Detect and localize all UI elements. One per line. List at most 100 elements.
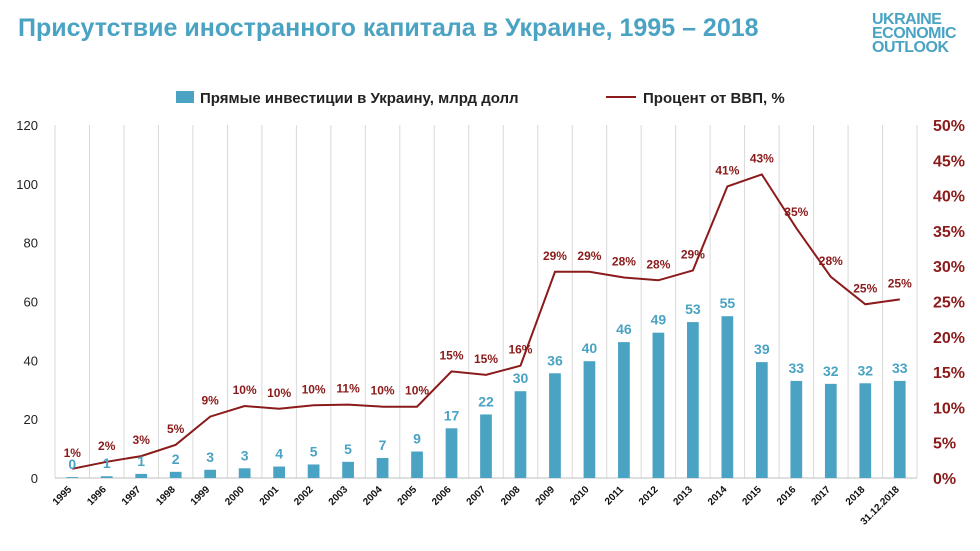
logo-line-3: OUTLOOK [872,39,949,56]
line-value-label: 11% [336,382,360,396]
y-left-tick-label: 100 [16,177,38,192]
x-tick-label: 1996 [85,484,109,508]
legend-line-label: Процент от ВВП, % [643,90,785,107]
line-value-label: 15% [440,348,464,362]
line-value-label: 1% [64,446,82,460]
bar [411,451,423,478]
bar [514,391,527,478]
bar [480,414,492,478]
line-value-label: 25% [888,276,912,290]
bar [204,469,217,478]
y-right-tick-label: 30% [933,259,965,276]
x-tick-label: 2006 [430,484,454,508]
line-value-label: 16% [508,343,532,357]
bar [859,383,872,478]
line-value-label: 10% [233,383,257,397]
x-tick-label: 2014 [706,484,730,508]
x-tick-label: 1997 [120,484,144,508]
line-labels: 1% 2% 3% 5% 9% 10% 10% 10% 11% 10% 10% 15% 15% 16% 29%… [64,151,913,459]
y-left-tick-label: 20 [24,412,38,427]
y-left-tick-label: 0 [31,471,38,486]
bar-value-label: 4 [275,446,283,462]
y-right-tick-label: 15% [933,365,965,382]
y-right-tick-label: 10% [933,400,965,417]
line-value-label: 10% [371,384,395,398]
line-value-label: 28% [646,257,670,271]
bar-value-label: 33 [789,360,805,376]
bar [445,428,458,478]
x-tick-label: 2000 [223,484,247,508]
y-right-tick-label: 35% [933,224,965,241]
bar-value-label: 22 [478,393,494,409]
bar-value-label: 33 [892,360,908,376]
y-left-tick-label: 60 [24,295,38,310]
bar-value-label: 3 [241,447,249,463]
bar [273,466,285,478]
legend-bar-label: Прямые инвестиции в Украину, млрд долл [200,90,519,107]
bar-value-label: 3 [206,449,214,465]
legend: Прямые инвестиции в Украину, млрд долл П… [176,90,785,107]
bar-value-label: 49 [651,312,667,328]
bar [66,477,79,478]
bar [893,380,906,478]
x-axis: 1995 1996 1997 1998 1999 2000 2001 2002 2003 2004… [51,484,902,527]
bar-value-label: 40 [582,340,598,356]
bar-value-label: 30 [513,370,529,386]
line-value-label: 28% [819,254,843,268]
bar [652,332,665,478]
y-left-tick-label: 120 [16,118,38,133]
bar-value-label: 55 [720,295,736,311]
y-axis-right: 0% 5% 10% 15% 20% 25% 30% 35% 40% 45% 50% [933,118,965,488]
bar-value-label: 32 [857,362,873,378]
x-tick-label: 2004 [361,484,385,508]
x-tick-label: 2008 [499,484,523,508]
line-value-label: 41% [715,163,739,177]
x-tick-label: 1999 [189,484,213,508]
line-series [72,173,900,470]
bar-value-label: 53 [685,301,701,317]
bar-value-label: 9 [413,431,421,447]
x-tick-label: 2018 [844,484,868,508]
y-left-tick-label: 40 [24,353,38,368]
line-value-label: 5% [167,422,185,436]
line-value-label: 9% [201,394,219,408]
bar-value-label: 46 [616,321,632,337]
grid [54,125,918,479]
y-left-tick-label: 80 [24,236,38,251]
bar-value-label: 17 [444,407,460,423]
line-value-label: 10% [302,382,326,396]
bar-value-label: 5 [310,443,318,459]
bar-value-label: 1 [103,455,111,471]
bar [376,457,389,478]
y-right-tick-label: 25% [933,295,965,312]
bar [342,461,354,478]
x-tick-label: 2017 [809,484,833,508]
line-value-label: 43% [750,151,774,165]
bar [307,464,320,478]
y-right-tick-label: 20% [933,330,965,347]
x-tick-label: 2001 [258,484,282,508]
line-value-label: 25% [853,281,877,295]
logo-line-1: UKRAINE [872,11,942,28]
line-value-label: 3% [133,433,151,447]
bar [721,316,734,478]
bar [135,473,148,478]
x-tick-label: 2009 [534,484,558,508]
x-tick-label: 2015 [740,484,764,508]
bar-value-label: 32 [823,363,839,379]
bar [238,468,251,478]
x-tick-label: 2005 [396,484,420,508]
bar-value-label: 2 [172,451,180,467]
x-tick-label: 2010 [568,484,592,508]
x-tick-label: 2003 [327,484,351,508]
bar [549,373,561,478]
bar-value-label: 36 [547,352,563,368]
bar [824,383,837,478]
bar [169,471,182,478]
x-tick-label: 2002 [292,484,316,508]
bar-value-label: 7 [379,437,387,453]
x-tick-label: 2011 [603,484,626,507]
line-value-label: 29% [681,247,705,261]
